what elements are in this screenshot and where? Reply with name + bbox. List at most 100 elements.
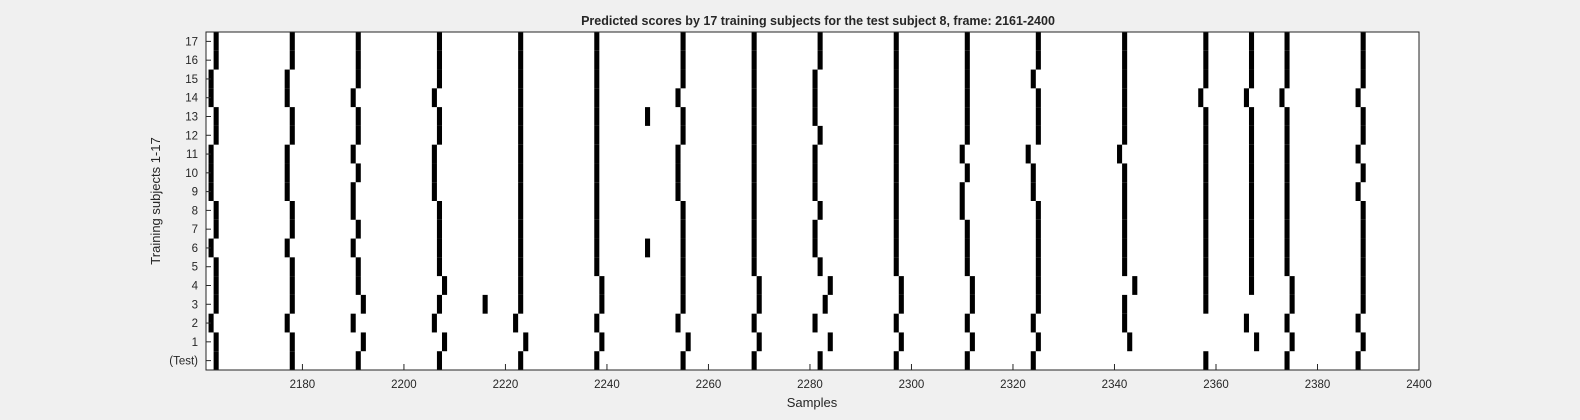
- score-mark: [1243, 313, 1249, 333]
- score-mark: [1284, 69, 1290, 89]
- score-mark: [1248, 276, 1255, 295]
- y-tick-label: 1: [192, 337, 198, 349]
- score-mark: [964, 69, 970, 89]
- score-mark: [355, 125, 361, 145]
- score-mark: [964, 32, 970, 51]
- score-mark: [1360, 219, 1366, 239]
- score-mark: [1035, 332, 1041, 352]
- score-mark: [1284, 238, 1290, 258]
- score-mark: [1203, 125, 1209, 145]
- score-mark: [680, 276, 686, 295]
- score-mark: [645, 107, 651, 126]
- y-tick-label: (Test): [169, 356, 198, 368]
- score-mark: [208, 163, 214, 183]
- score-mark: [355, 32, 361, 51]
- score-mark: [1203, 163, 1209, 183]
- score-mark: [817, 125, 823, 145]
- score-mark: [898, 294, 904, 314]
- score-mark: [1035, 88, 1041, 108]
- y-tick-label: 2: [192, 318, 198, 330]
- score-mark: [812, 88, 818, 108]
- score-mark: [812, 238, 818, 258]
- score-mark: [289, 219, 295, 239]
- score-mark: [751, 88, 757, 108]
- score-mark: [350, 238, 356, 258]
- score-mark: [964, 257, 970, 277]
- score-mark: [208, 313, 214, 333]
- score-mark: [431, 163, 437, 183]
- score-mark: [964, 107, 970, 126]
- score-mark: [355, 163, 361, 183]
- score-mark: [964, 125, 970, 145]
- score-mark: [1289, 276, 1295, 295]
- score-mark: [594, 32, 600, 51]
- score-mark: [751, 32, 757, 51]
- x-tick-label: 2340: [1102, 379, 1128, 391]
- score-mark: [360, 332, 366, 352]
- score-mark: [751, 69, 757, 89]
- score-mark: [893, 125, 899, 145]
- score-mark: [355, 351, 361, 370]
- score-mark: [518, 276, 524, 295]
- score-mark: [518, 201, 524, 220]
- score-mark: [1289, 332, 1295, 352]
- score-mark: [284, 69, 290, 89]
- score-mark: [1355, 144, 1361, 164]
- score-mark: [436, 32, 443, 51]
- score-mark: [812, 163, 818, 183]
- score-mark: [1360, 107, 1366, 126]
- score-mark: [289, 294, 295, 314]
- score-mark: [817, 32, 823, 51]
- score-mark: [1203, 69, 1209, 89]
- y-tick-label: 4: [192, 281, 199, 293]
- score-mark: [1203, 32, 1209, 51]
- score-mark: [213, 351, 219, 370]
- score-mark: [355, 50, 361, 70]
- y-tick-label: 16: [185, 55, 198, 67]
- score-mark: [350, 201, 356, 220]
- score-mark: [1035, 201, 1041, 220]
- x-axis-label: Samples: [787, 395, 838, 410]
- score-mark: [680, 294, 686, 314]
- score-mark: [436, 294, 443, 314]
- score-mark: [680, 351, 686, 370]
- score-mark: [969, 276, 975, 295]
- score-mark: [893, 257, 899, 277]
- score-mark: [1035, 219, 1041, 239]
- score-mark: [289, 32, 295, 51]
- score-mark: [518, 32, 524, 51]
- score-mark: [355, 276, 361, 295]
- score-mark: [959, 144, 965, 164]
- score-mark: [1360, 32, 1366, 51]
- score-mark: [751, 351, 757, 370]
- score-mark: [594, 351, 600, 370]
- score-mark: [284, 163, 290, 183]
- score-mark: [1284, 163, 1290, 183]
- score-mark: [680, 238, 686, 258]
- score-mark: [751, 201, 757, 220]
- score-mark: [1360, 294, 1366, 314]
- score-mark: [1030, 313, 1036, 333]
- score-mark: [213, 294, 219, 314]
- score-mark: [1355, 182, 1361, 201]
- x-tick-label: 2240: [594, 379, 620, 391]
- y-tick-label: 10: [185, 168, 198, 180]
- score-mark: [436, 219, 443, 239]
- score-mark: [1122, 294, 1128, 314]
- score-mark: [817, 201, 823, 220]
- score-mark: [964, 351, 970, 370]
- score-mark: [1203, 50, 1209, 70]
- score-mark: [751, 107, 757, 126]
- score-mark: [969, 294, 975, 314]
- score-mark: [756, 332, 762, 352]
- score-mark: [1360, 125, 1366, 145]
- score-mark: [898, 332, 904, 352]
- score-mark: [1030, 351, 1036, 370]
- score-mark: [1203, 219, 1209, 239]
- score-mark: [518, 182, 524, 201]
- score-mark: [680, 50, 686, 70]
- score-mark: [893, 219, 899, 239]
- score-mark: [893, 32, 899, 51]
- score-mark: [436, 107, 443, 126]
- score-mark: [213, 50, 219, 70]
